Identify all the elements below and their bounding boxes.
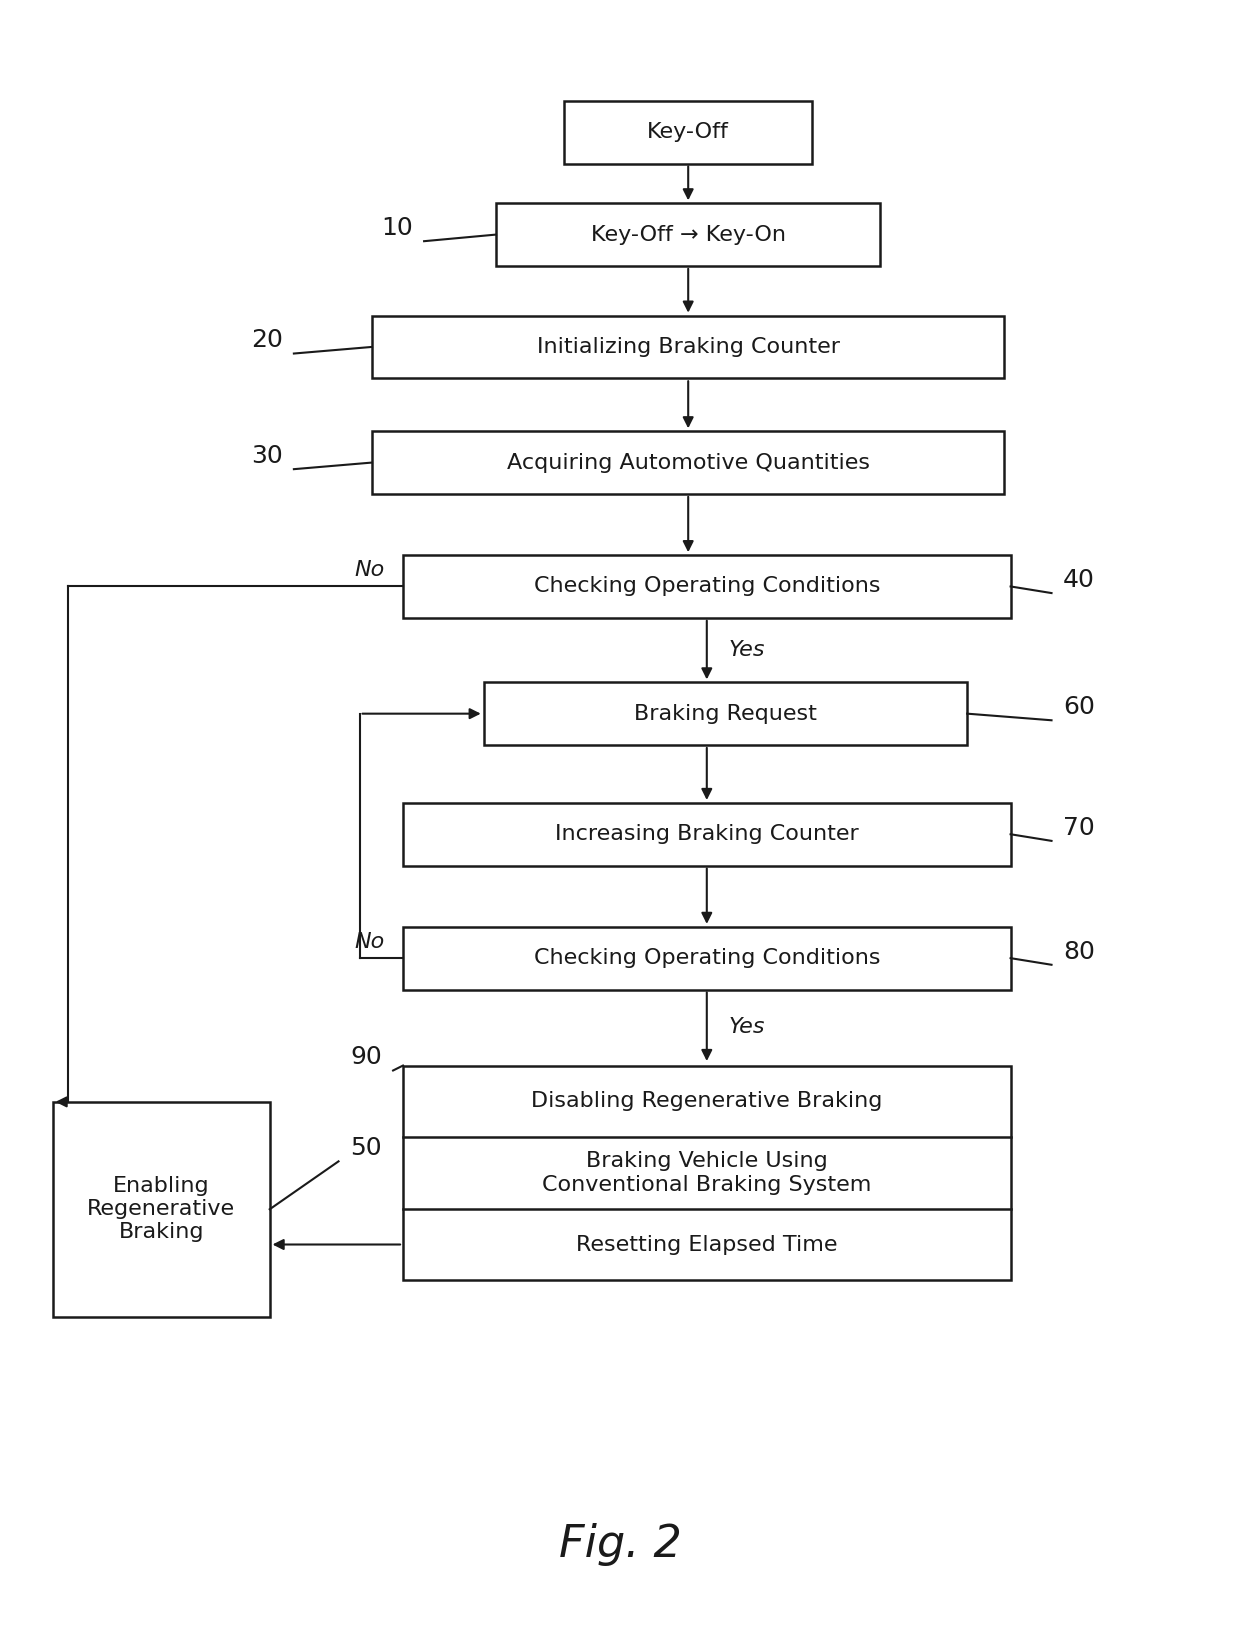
FancyBboxPatch shape bbox=[372, 316, 1004, 378]
Text: Key-Off: Key-Off bbox=[647, 122, 729, 142]
Text: 10: 10 bbox=[381, 216, 413, 240]
FancyBboxPatch shape bbox=[403, 803, 1011, 866]
FancyBboxPatch shape bbox=[403, 555, 1011, 618]
Text: 30: 30 bbox=[250, 444, 283, 468]
Text: Increasing Braking Counter: Increasing Braking Counter bbox=[556, 824, 858, 844]
FancyBboxPatch shape bbox=[53, 1102, 270, 1317]
Text: Key-Off → Key-On: Key-Off → Key-On bbox=[590, 225, 786, 244]
Text: Fig. 2: Fig. 2 bbox=[558, 1523, 682, 1566]
Text: Braking Request: Braking Request bbox=[634, 704, 817, 724]
Text: 40: 40 bbox=[1063, 568, 1095, 591]
Text: Disabling Regenerative Braking: Disabling Regenerative Braking bbox=[531, 1092, 883, 1112]
Text: No: No bbox=[355, 560, 384, 580]
Text: 80: 80 bbox=[1063, 940, 1095, 963]
Text: Acquiring Automotive Quantities: Acquiring Automotive Quantities bbox=[507, 453, 869, 472]
Text: 20: 20 bbox=[250, 329, 283, 352]
Text: Checking Operating Conditions: Checking Operating Conditions bbox=[533, 948, 880, 968]
Text: Braking Vehicle Using
Conventional Braking System: Braking Vehicle Using Conventional Braki… bbox=[542, 1151, 872, 1194]
FancyBboxPatch shape bbox=[564, 101, 812, 164]
FancyBboxPatch shape bbox=[403, 927, 1011, 990]
Text: Initializing Braking Counter: Initializing Braking Counter bbox=[537, 337, 839, 357]
Text: 50: 50 bbox=[350, 1137, 382, 1160]
FancyBboxPatch shape bbox=[372, 431, 1004, 494]
Text: 70: 70 bbox=[1063, 816, 1095, 839]
Text: Enabling
Regenerative
Braking: Enabling Regenerative Braking bbox=[87, 1176, 236, 1242]
FancyBboxPatch shape bbox=[484, 682, 967, 745]
FancyBboxPatch shape bbox=[496, 203, 880, 266]
Text: Yes: Yes bbox=[728, 1016, 765, 1037]
Text: Resetting Elapsed Time: Resetting Elapsed Time bbox=[577, 1234, 837, 1254]
Text: 90: 90 bbox=[350, 1046, 382, 1069]
Text: Checking Operating Conditions: Checking Operating Conditions bbox=[533, 577, 880, 596]
FancyBboxPatch shape bbox=[403, 1066, 1011, 1280]
Text: 60: 60 bbox=[1063, 695, 1095, 719]
Text: Yes: Yes bbox=[728, 639, 765, 661]
Text: No: No bbox=[355, 932, 384, 952]
